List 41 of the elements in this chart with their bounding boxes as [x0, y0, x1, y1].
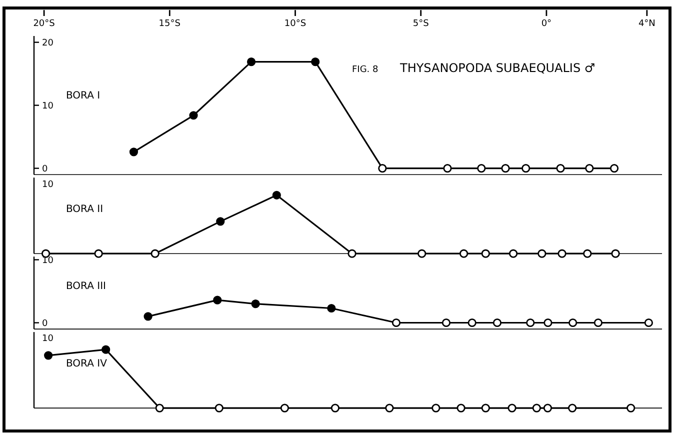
text: BORA III — [66, 281, 106, 292]
y-tick-label: 10 — [42, 101, 54, 112]
point — [442, 318, 451, 328]
point — [246, 58, 256, 66]
annotation: THYSANOPODA SUBAEQUALIS ♂ — [399, 61, 596, 75]
x-tick-label: 20°S — [33, 19, 56, 29]
point — [501, 164, 510, 173]
y-tick-label: 0 — [42, 318, 48, 329]
x-tick-label: 10°S — [284, 19, 306, 29]
point — [610, 164, 619, 173]
y-tick-label: 0 — [42, 164, 48, 174]
point — [644, 318, 653, 328]
point — [568, 318, 578, 328]
point — [392, 318, 401, 328]
point — [327, 304, 336, 313]
text: BORA II — [66, 204, 104, 215]
x-tick-label: 0° — [541, 19, 552, 29]
x-tick-label: 15°S — [158, 19, 181, 29]
point — [585, 164, 594, 173]
annotation: FIG. 8 — [352, 65, 379, 75]
point — [189, 111, 198, 120]
point — [378, 164, 387, 173]
point — [129, 148, 138, 156]
point — [443, 164, 452, 173]
x-tick-label: 5°S — [412, 19, 430, 29]
text: BORA I — [66, 90, 100, 102]
point — [522, 164, 530, 173]
point — [526, 318, 535, 328]
point — [544, 318, 552, 328]
point — [468, 318, 476, 328]
text: BORA IV — [66, 358, 108, 370]
point — [213, 296, 222, 304]
y-tick-label: 20 — [42, 38, 54, 48]
x-tick-label: 4°N — [638, 19, 656, 29]
point — [594, 318, 602, 328]
point — [144, 312, 152, 321]
point — [477, 164, 486, 173]
point — [492, 318, 502, 328]
point — [311, 58, 320, 66]
point — [251, 300, 260, 308]
point — [556, 164, 565, 173]
